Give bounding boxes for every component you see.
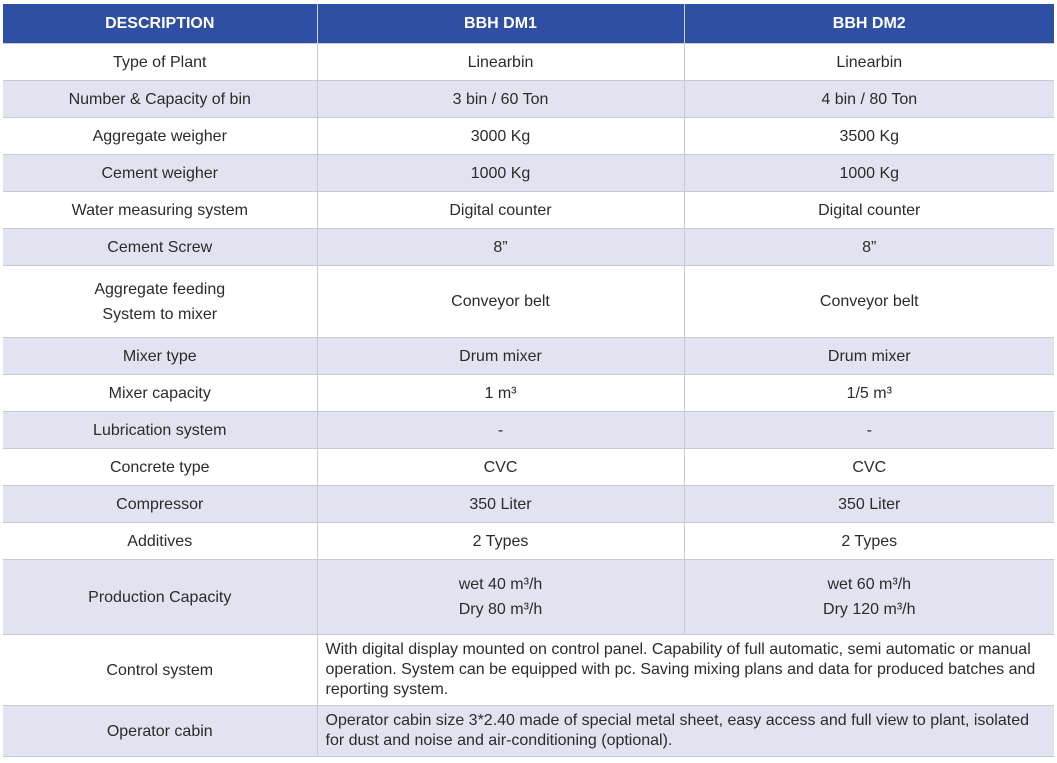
table-row: Compressor 350 Liter 350 Liter bbox=[3, 485, 1054, 523]
row-label: Mixer type bbox=[3, 337, 318, 375]
table-row: Operator cabin Operator cabin size 3*2.4… bbox=[3, 705, 1054, 757]
table-row: Water measuring system Digital counter D… bbox=[3, 191, 1054, 229]
dm1-value: 1 m³ bbox=[316, 374, 685, 412]
table-row: Type of Plant Linearbin Linearbin bbox=[3, 43, 1054, 81]
production-wet-dm1: wet 40 m³/h bbox=[458, 576, 543, 593]
dm2-value: Digital counter bbox=[683, 191, 1054, 229]
table-row: Cement weigher 1000 Kg 1000 Kg bbox=[3, 154, 1054, 192]
production-dry-dm1: Dry 80 m³/h bbox=[458, 601, 543, 618]
dm2-value: 3500 Kg bbox=[683, 117, 1054, 155]
dm1-value: Linearbin bbox=[316, 43, 685, 81]
table-row: Mixer capacity 1 m³ 1/5 m³ bbox=[3, 374, 1054, 412]
table-row: Additives 2 Types 2 Types bbox=[3, 522, 1054, 560]
dm2-value: Linearbin bbox=[683, 43, 1054, 81]
table-row: Concrete type CVC CVC bbox=[3, 448, 1054, 486]
row-label: Mixer capacity bbox=[3, 374, 318, 412]
row-label: Cement weigher bbox=[3, 154, 318, 192]
table-row: Aggregate feeding System to mixer Convey… bbox=[3, 265, 1054, 338]
production-dry-dm2: Dry 120 m³/h bbox=[823, 601, 916, 618]
dm2-value: 1000 Kg bbox=[683, 154, 1054, 192]
dm1-value: wet 40 m³/h Dry 80 m³/h bbox=[316, 559, 685, 635]
dm1-value: 8” bbox=[316, 228, 685, 266]
row-label: Production Capacity bbox=[3, 559, 318, 635]
dm1-value: 3000 Kg bbox=[316, 117, 685, 155]
dm2-value: Conveyor belt bbox=[683, 265, 1054, 338]
dm1-value: CVC bbox=[316, 448, 685, 486]
row-label: Compressor bbox=[3, 485, 318, 523]
header-model-dm2: BBH DM2 bbox=[684, 4, 1054, 44]
row-label: Water measuring system bbox=[3, 191, 318, 229]
row-label: Concrete type bbox=[3, 448, 318, 486]
dm2-value: 4 bin / 80 Ton bbox=[683, 80, 1054, 118]
table-row: Control system With digital display moun… bbox=[3, 634, 1054, 706]
row-label: Cement Screw bbox=[3, 228, 318, 266]
row-label: Lubrication system bbox=[3, 411, 318, 449]
table-header-row: DESCRIPTION BBH DM1 BBH DM2 bbox=[3, 4, 1054, 44]
dm2-value: 1/5 m³ bbox=[683, 374, 1054, 412]
dm1-value: 3 bin / 60 Ton bbox=[316, 80, 685, 118]
table-row: Aggregate weigher 3000 Kg 3500 Kg bbox=[3, 117, 1054, 155]
dm1-value: - bbox=[316, 411, 685, 449]
dm2-value: 350 Liter bbox=[683, 485, 1054, 523]
row-label: Control system bbox=[3, 634, 318, 706]
table-row: Cement Screw 8” 8” bbox=[3, 228, 1054, 266]
header-model-dm1: BBH DM1 bbox=[317, 4, 685, 44]
dm2-value: - bbox=[683, 411, 1054, 449]
dm1-value: 1000 Kg bbox=[316, 154, 685, 192]
row-label: Aggregate weigher bbox=[3, 117, 318, 155]
dm1-value: Conveyor belt bbox=[316, 265, 685, 338]
row-label-line: System to mixer bbox=[102, 305, 218, 323]
control-system-description: With digital display mounted on control … bbox=[316, 634, 1054, 706]
row-label: Operator cabin bbox=[3, 705, 318, 757]
dm2-value: Drum mixer bbox=[683, 337, 1054, 375]
specification-table: DESCRIPTION BBH DM1 BBH DM2 Type of Plan… bbox=[3, 4, 1054, 757]
dm2-value: 2 Types bbox=[683, 522, 1054, 560]
dm1-value: 350 Liter bbox=[316, 485, 685, 523]
row-label: Aggregate feeding System to mixer bbox=[3, 265, 318, 338]
dm2-value: 8” bbox=[683, 228, 1054, 266]
row-label: Additives bbox=[3, 522, 318, 560]
table-row: Production Capacity wet 40 m³/h Dry 80 m… bbox=[3, 559, 1054, 635]
table-row: Lubrication system - - bbox=[3, 411, 1054, 449]
row-label-line: Aggregate feeding bbox=[94, 280, 226, 298]
row-label: Type of Plant bbox=[3, 43, 318, 81]
table-row: Number & Capacity of bin 3 bin / 60 Ton … bbox=[3, 80, 1054, 118]
row-label: Number & Capacity of bin bbox=[3, 80, 318, 118]
operator-cabin-description: Operator cabin size 3*2.40 made of speci… bbox=[316, 705, 1054, 757]
dm2-value: CVC bbox=[683, 448, 1054, 486]
dm1-value: Digital counter bbox=[316, 191, 685, 229]
dm1-value: 2 Types bbox=[316, 522, 685, 560]
dm2-value: wet 60 m³/h Dry 120 m³/h bbox=[683, 559, 1054, 635]
dm1-value: Drum mixer bbox=[316, 337, 685, 375]
header-description: DESCRIPTION bbox=[3, 4, 318, 44]
table-row: Mixer type Drum mixer Drum mixer bbox=[3, 337, 1054, 375]
production-wet-dm2: wet 60 m³/h bbox=[827, 576, 912, 593]
